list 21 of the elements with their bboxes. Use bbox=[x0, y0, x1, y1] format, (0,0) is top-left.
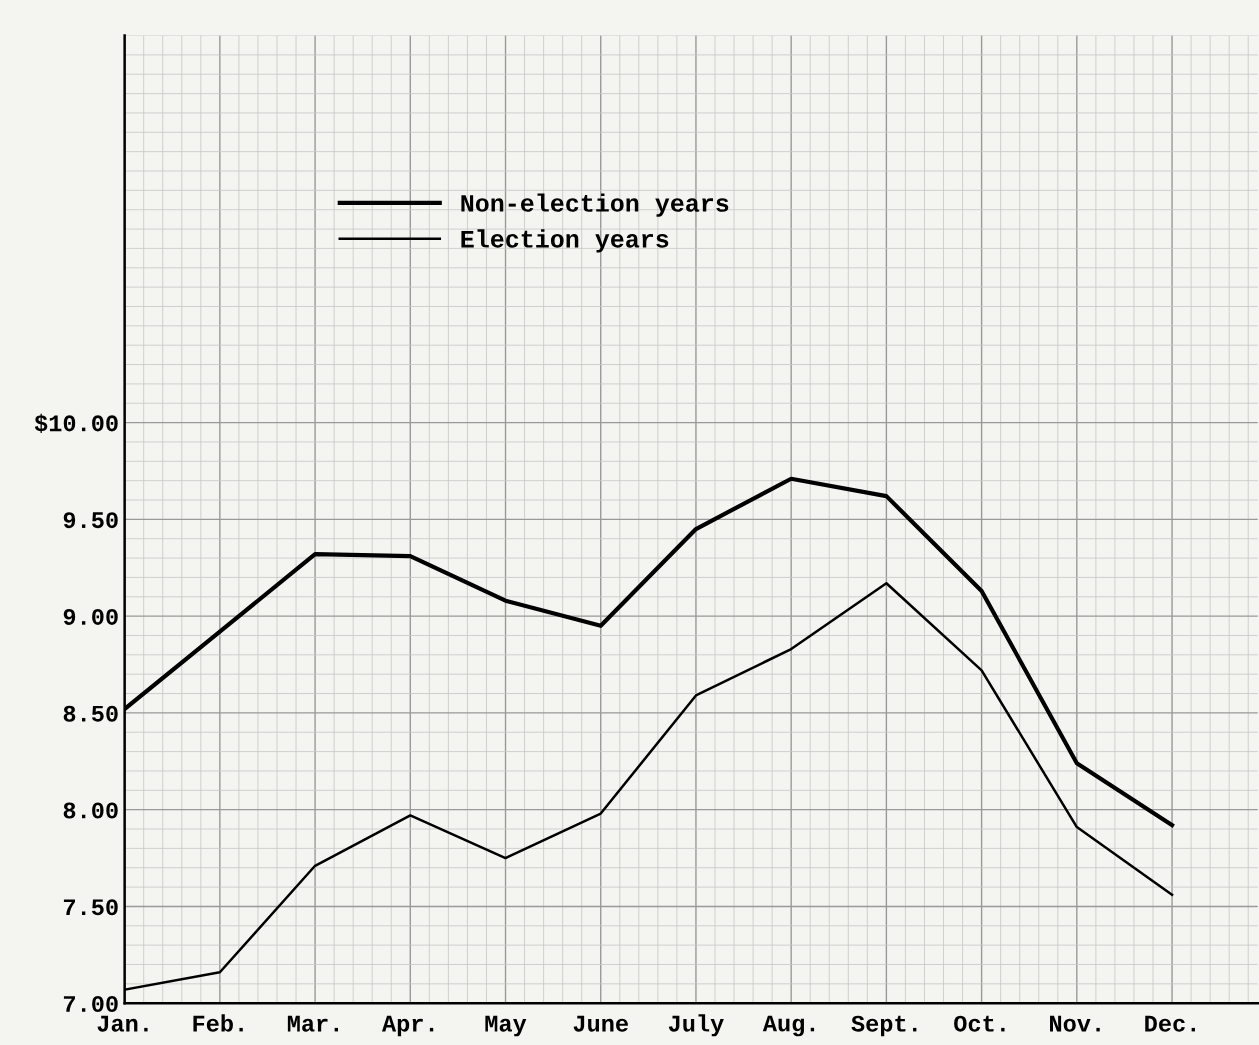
x-tick-label: Mar. bbox=[287, 1015, 338, 1032]
legend-label: Election years bbox=[461, 229, 669, 253]
y-tick-label: 8.00 bbox=[63, 802, 118, 819]
x-tick-label: Oct. bbox=[954, 1015, 1005, 1032]
x-tick-label: July bbox=[668, 1014, 724, 1037]
x-tick-label: Feb. bbox=[193, 1014, 243, 1032]
x-tick-label: Nov. bbox=[1050, 1015, 1100, 1032]
x-tick-label: Dec. bbox=[1145, 1015, 1195, 1032]
x-tick-label: May bbox=[485, 1015, 527, 1037]
x-tick-label: June bbox=[573, 1015, 628, 1032]
y-tick-label: 8.50 bbox=[63, 705, 118, 722]
y-tick-label: $10.00 bbox=[34, 413, 118, 434]
y-tick-label: 9.00 bbox=[63, 608, 118, 625]
x-tick-label: Jan. bbox=[97, 1015, 148, 1032]
y-tick-label: 7.50 bbox=[63, 899, 118, 916]
y-tick-label: 9.50 bbox=[63, 512, 118, 529]
legend-label: Non-election years bbox=[461, 193, 729, 217]
x-tick-label: Sept. bbox=[851, 1015, 917, 1037]
y-tick-label: 7.00 bbox=[63, 995, 118, 1012]
x-tick-label: Apr. bbox=[381, 1015, 434, 1037]
x-tick-label: Aug. bbox=[762, 1015, 815, 1037]
